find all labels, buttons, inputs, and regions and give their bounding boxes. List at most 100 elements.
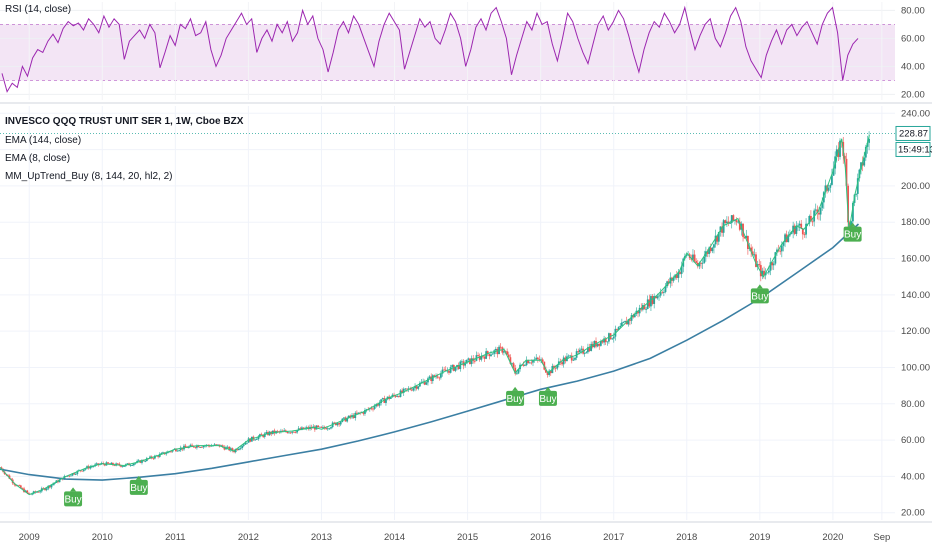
candle-body (774, 252, 777, 264)
candle-body (753, 254, 756, 256)
candle-body (855, 193, 858, 195)
candle-body (656, 296, 659, 299)
price-y-tick-label: 20.00 (901, 508, 925, 519)
candle-body (76, 470, 79, 475)
candle-body (276, 431, 279, 432)
candle-body (620, 322, 623, 326)
candle-body (45, 488, 48, 491)
candle-body (196, 445, 198, 448)
candle-body (338, 423, 341, 425)
candle-body (549, 370, 552, 374)
candle-body (556, 364, 559, 369)
candle-body (322, 426, 324, 428)
candle-body (37, 491, 40, 493)
buy-signal-pointer (70, 487, 77, 492)
candle-body (357, 412, 360, 414)
candle-body (553, 365, 555, 368)
candle-body (517, 369, 520, 374)
candle-body (63, 476, 66, 480)
candle-body (318, 426, 321, 428)
candle-body (473, 360, 476, 362)
candle-body (700, 262, 702, 264)
time-axis-label: 2011 (165, 532, 185, 543)
candle-body (347, 415, 350, 419)
candle-body (191, 444, 193, 446)
candle-body (659, 292, 662, 296)
candle-body (530, 362, 533, 364)
candle-body (567, 355, 570, 357)
candle-body (482, 355, 484, 357)
candle-body (666, 281, 669, 287)
candle-body (506, 351, 509, 355)
candle-body (486, 351, 489, 354)
candle-body (711, 247, 714, 252)
candle-body (21, 488, 24, 489)
candle-body (194, 447, 197, 448)
price-y-tick-label: 240.00 (901, 108, 930, 119)
candle-body (477, 355, 479, 356)
candle-body (490, 354, 492, 357)
candle-body (171, 449, 174, 452)
candle-body (803, 234, 806, 236)
candle-body (373, 406, 376, 409)
candle-body (494, 348, 497, 351)
candle-body (149, 456, 151, 459)
candle-body (154, 455, 156, 459)
buy-signal-pointer (849, 222, 856, 227)
candle-body (435, 376, 437, 378)
candle-body (239, 448, 242, 449)
candle-body (784, 234, 786, 243)
time-axis-label: 2014 (384, 532, 405, 543)
candle-body (454, 366, 457, 371)
candle-body (394, 395, 397, 397)
candle-body (144, 460, 147, 462)
candle-body (157, 455, 160, 457)
candle-body (259, 434, 261, 437)
candle-body (703, 256, 706, 263)
candle-body (603, 338, 605, 343)
candle-body (401, 390, 404, 393)
price-y-tick-label: 160.00 (901, 254, 930, 265)
candle-body (868, 138, 870, 143)
price-y-tick-label: 180.00 (901, 217, 930, 228)
candle-body (328, 428, 331, 430)
buy-signal-box (538, 390, 557, 406)
candle-body (451, 365, 454, 368)
candle-body (6, 474, 9, 476)
candle-body (365, 409, 368, 411)
candle-body (39, 491, 42, 493)
candle-body (425, 382, 428, 385)
candle-body (260, 434, 263, 436)
candle-body (84, 468, 87, 470)
candle-body (215, 444, 218, 446)
candle-body (719, 226, 722, 233)
candle-body (42, 488, 45, 490)
candle-body (658, 295, 660, 297)
candle-body (438, 377, 441, 379)
buy-signal-box (506, 390, 525, 406)
candle-body (745, 235, 748, 239)
candle-body (170, 451, 172, 453)
candle-body (254, 439, 256, 441)
candle-body (810, 215, 812, 222)
candle-body (675, 274, 678, 278)
candle-body (246, 442, 248, 444)
candle-body (577, 351, 580, 353)
buy-signals: Buy Buy Buy Buy Buy Buy (64, 222, 862, 507)
candle-body (755, 254, 757, 267)
candle-body (168, 451, 171, 453)
candle-body (824, 185, 827, 193)
candle-body (651, 296, 654, 304)
candle-body (696, 262, 699, 267)
candle-body (162, 452, 164, 454)
candle-body (470, 358, 473, 365)
candle-body (680, 266, 683, 274)
candle-body (68, 475, 71, 477)
candle-body (819, 207, 822, 215)
time-axis[interactable]: 2009 2010 2011 2012 2013 2014 2015 2016 2017 2018… (19, 532, 891, 543)
time-axis-label: 2019 (749, 532, 770, 543)
candle-body (129, 465, 132, 467)
candle-body (320, 426, 323, 428)
candle-body (622, 322, 625, 323)
